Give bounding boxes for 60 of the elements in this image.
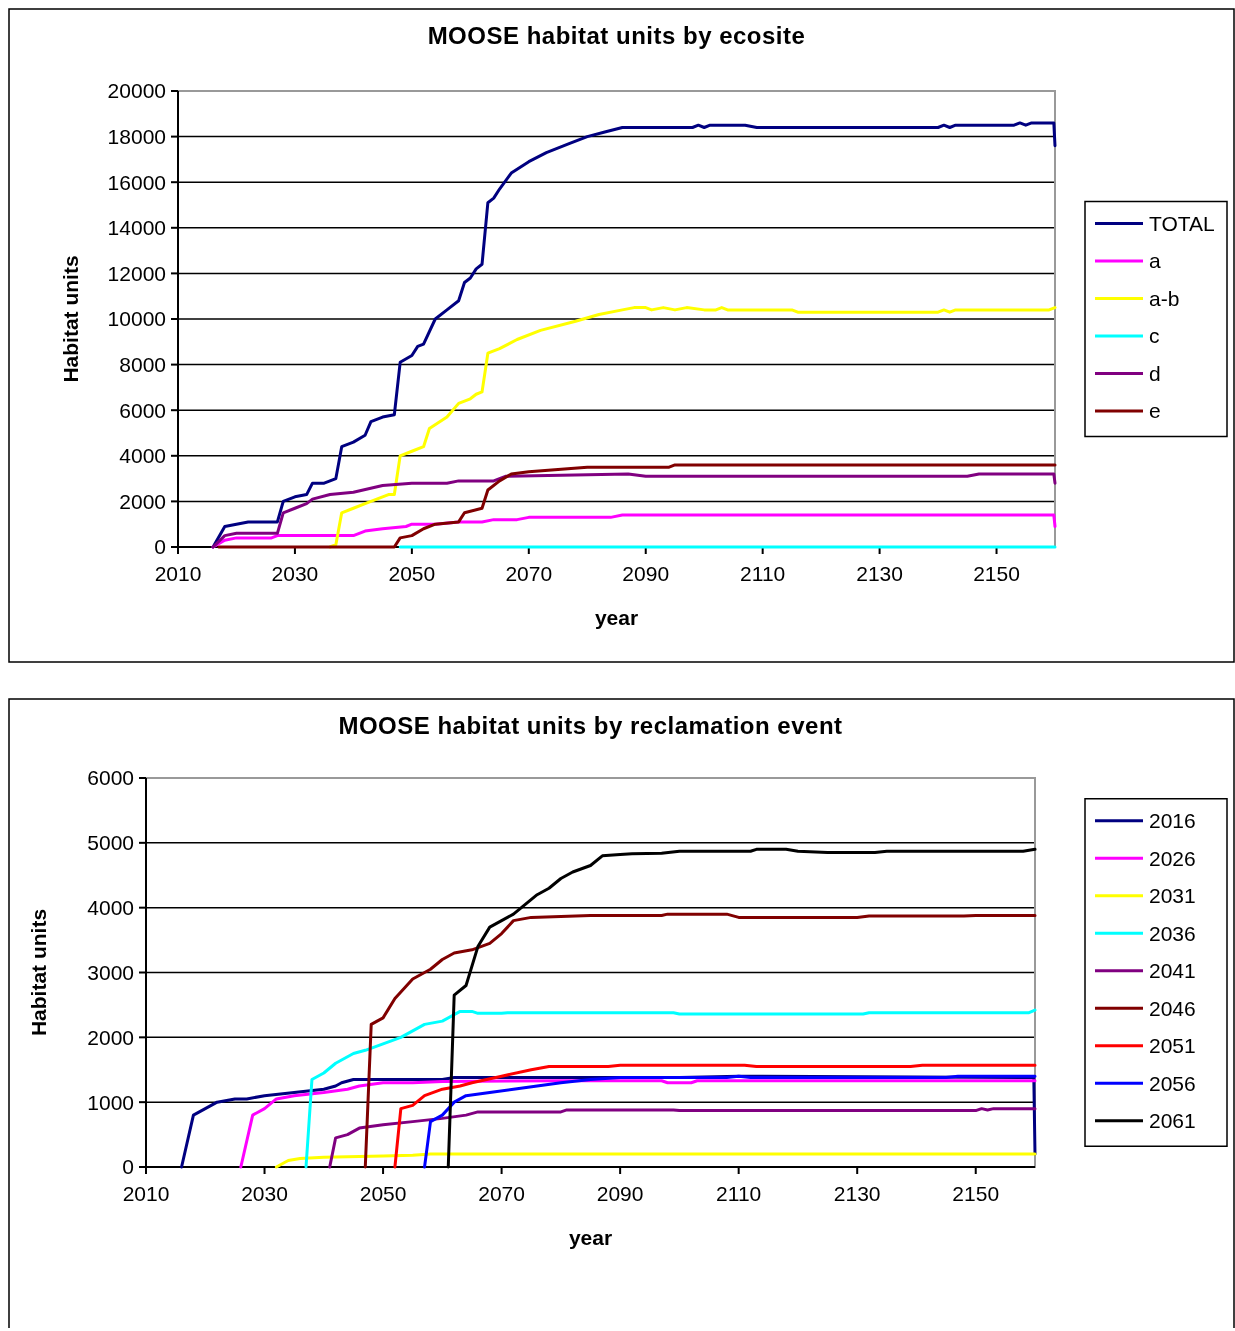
x-tick-label: 2050 xyxy=(388,562,436,585)
y-tick-label: 2000 xyxy=(119,489,166,513)
legend-label: 2036 xyxy=(1149,921,1196,945)
legend-label: 2056 xyxy=(1149,1071,1196,1095)
x-axis-title: year xyxy=(568,1226,613,1249)
line-series xyxy=(328,1107,1037,1169)
legend-label: TOTAL xyxy=(1149,211,1215,235)
x-tick-label: 2030 xyxy=(271,562,319,585)
x-tick-label: 2090 xyxy=(596,1182,644,1205)
legend-label: 2051 xyxy=(1149,1034,1196,1058)
legend-label: e xyxy=(1149,399,1161,423)
legend-label: 2061 xyxy=(1149,1109,1196,1133)
x-tick-label: 2050 xyxy=(359,1182,407,1205)
x-tick-label: 2070 xyxy=(478,1182,525,1205)
legend-label: c xyxy=(1149,324,1160,348)
legend-label: 2041 xyxy=(1149,959,1196,983)
x-tick-label: 2010 xyxy=(122,1182,170,1205)
x-tick-label: 2150 xyxy=(973,562,1020,585)
y-tick-label: 0 xyxy=(122,1155,134,1179)
y-tick-label: 0 xyxy=(154,535,166,559)
y-tick-label: 5000 xyxy=(87,831,134,855)
x-tick-label: 2150 xyxy=(952,1182,1000,1205)
y-tick-label: 16000 xyxy=(107,170,166,194)
y-tick-label: 18000 xyxy=(107,124,166,148)
chart-title: MOOSE habitat units by reclamation event xyxy=(338,712,843,739)
x-tick-label: 2110 xyxy=(740,562,786,585)
y-tick-label: 12000 xyxy=(107,261,166,285)
chart-title: MOOSE habitat units by ecosite xyxy=(427,22,806,49)
y-axis-title: Habitat units xyxy=(59,255,82,383)
y-tick-label: 10000 xyxy=(107,307,166,331)
line-series xyxy=(274,1152,1037,1169)
legend-label: 2046 xyxy=(1149,996,1196,1020)
legend-label: 2016 xyxy=(1149,809,1196,833)
y-tick-label: 1000 xyxy=(87,1090,134,1114)
x-tick-label: 2110 xyxy=(716,1182,762,1205)
x-tick-label: 2130 xyxy=(856,562,903,585)
y-tick-label: 6000 xyxy=(119,398,166,422)
legend-label: d xyxy=(1149,361,1161,385)
y-tick-label: 20000 xyxy=(107,79,166,103)
y-tick-label: 3000 xyxy=(87,960,134,984)
x-tick-label: 2030 xyxy=(241,1182,288,1205)
y-tick-label: 8000 xyxy=(119,352,166,376)
line-series xyxy=(363,912,1037,1169)
y-tick-label: 4000 xyxy=(87,896,134,920)
x-tick-label: 2010 xyxy=(154,562,202,585)
y-axis-title: Habitat units xyxy=(27,908,50,1037)
y-tick-label: 4000 xyxy=(119,444,166,468)
x-tick-label: 2070 xyxy=(505,562,553,585)
x-tick-label: 2090 xyxy=(622,562,670,585)
y-tick-label: 2000 xyxy=(87,1025,134,1049)
x-axis-title: year xyxy=(594,606,639,629)
legend-label: 2026 xyxy=(1149,846,1196,870)
legend-label: 2031 xyxy=(1149,884,1196,908)
y-tick-label: 14000 xyxy=(107,216,166,240)
line-series xyxy=(328,306,1057,549)
line-series xyxy=(304,1008,1037,1169)
legend-label: a-b xyxy=(1149,286,1180,310)
x-tick-label: 2130 xyxy=(833,1182,881,1205)
y-tick-label: 6000 xyxy=(87,766,134,790)
legend-label: a xyxy=(1149,249,1161,273)
